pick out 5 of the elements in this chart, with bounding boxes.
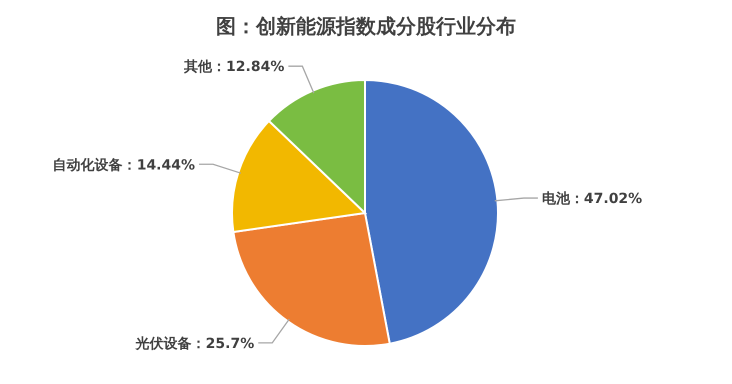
slice-label: 自动化设备：14.44% bbox=[52, 157, 196, 174]
slice-label: 光伏设备：25.7% bbox=[134, 336, 254, 352]
chart-title: 图：创新能源指数成分股行业分布 bbox=[216, 14, 516, 38]
slice-label: 电池：47.02% bbox=[542, 191, 642, 208]
slice-label: 其他：12.84% bbox=[183, 59, 284, 76]
